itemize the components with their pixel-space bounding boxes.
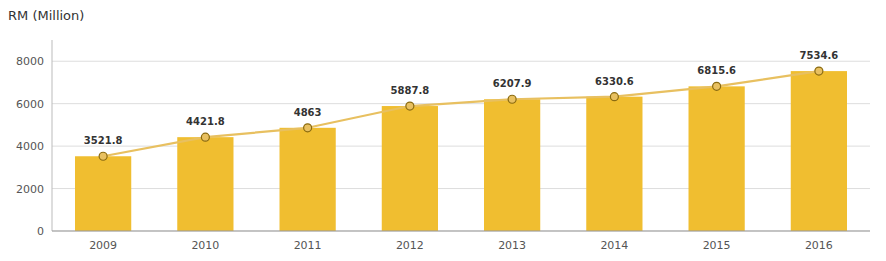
x-tick-label: 2009 (89, 239, 117, 252)
marker (713, 82, 721, 90)
x-axis-line (52, 231, 870, 232)
x-tick-label: 2013 (498, 239, 526, 252)
x-tick-label: 2010 (191, 239, 219, 252)
y-tick-label: 4000 (16, 140, 44, 153)
marker (815, 67, 823, 75)
marker (99, 152, 107, 160)
plot-area (75, 67, 847, 231)
marker (610, 93, 618, 101)
bar (280, 128, 336, 231)
x-tick-label: 2016 (805, 239, 833, 252)
marker (406, 102, 414, 110)
bar (586, 97, 642, 231)
data-label: 4863 (294, 107, 322, 118)
y-axis-line (52, 40, 53, 231)
bar (484, 99, 540, 231)
marker (201, 133, 209, 141)
x-tick-label: 2012 (396, 239, 424, 252)
data-label: 4421.8 (186, 116, 225, 127)
x-tick-label: 2014 (600, 239, 628, 252)
marker (508, 95, 516, 103)
grid-line (52, 231, 870, 232)
chart: RM (Million) 0 2000 4000 6000 8000 2009 2010 201… (0, 0, 886, 261)
bar (382, 106, 438, 231)
y-tick-label: 8000 (16, 55, 44, 68)
x-tick-label: 2015 (703, 239, 731, 252)
data-labels: 3521.8 4421.8 4863 5887.8 6207.9 6330.6 6815.6… (84, 50, 838, 146)
x-tick-label: 2011 (294, 239, 322, 252)
grid-line (52, 188, 870, 189)
grid-line (52, 61, 870, 62)
line (103, 71, 819, 156)
y-tick-label: 2000 (16, 183, 44, 196)
title: RM (Million) (8, 8, 84, 23)
grid-line (52, 146, 870, 147)
data-label: 5887.8 (391, 85, 430, 96)
data-label: 6815.6 (697, 65, 736, 76)
bar (791, 71, 847, 231)
bar (689, 86, 745, 231)
bar (75, 156, 131, 231)
marker (304, 124, 312, 132)
data-label: 6330.6 (595, 76, 634, 87)
bar (177, 137, 233, 231)
data-label: 6207.9 (493, 78, 532, 89)
y-tick-label: 6000 (16, 98, 44, 111)
data-label: 3521.8 (84, 135, 123, 146)
y-tick-label: 0 (37, 225, 44, 238)
data-label: 7534.6 (800, 50, 839, 61)
